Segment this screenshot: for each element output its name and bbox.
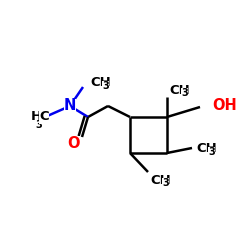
Text: 3: 3 — [102, 81, 109, 91]
Text: N: N — [64, 98, 76, 114]
Text: O: O — [68, 136, 80, 150]
Text: 3: 3 — [35, 120, 42, 130]
Text: CH: CH — [169, 84, 190, 96]
Text: 3: 3 — [208, 147, 215, 157]
Text: C: C — [40, 110, 49, 124]
Text: 3: 3 — [181, 88, 188, 98]
Text: CH: CH — [150, 174, 171, 186]
Text: CH: CH — [196, 142, 217, 156]
Text: CH: CH — [90, 76, 111, 90]
Text: OH: OH — [212, 98, 237, 112]
Text: H: H — [31, 110, 42, 124]
Text: 3: 3 — [162, 178, 169, 188]
